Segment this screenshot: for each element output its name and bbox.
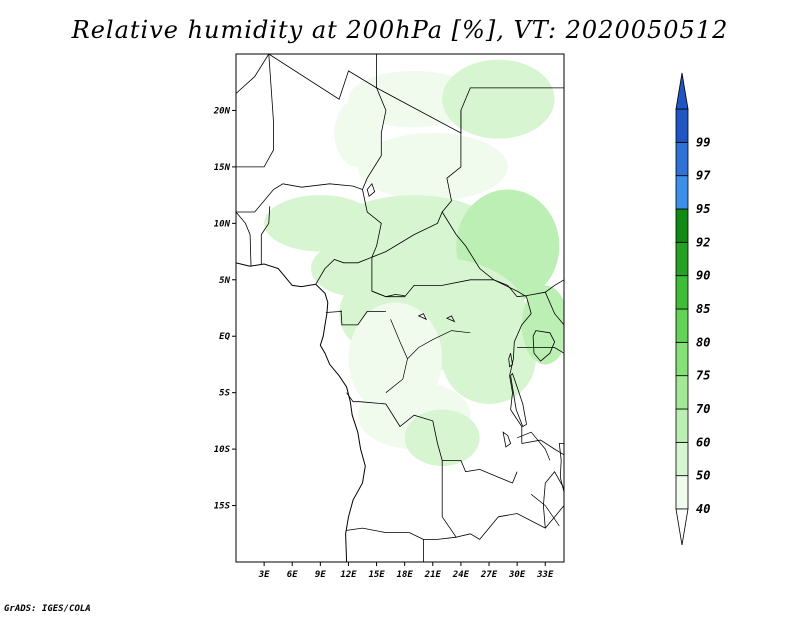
grads-credit: GrADS: IGES/COLA xyxy=(4,604,91,614)
lon-tick-label: 12E xyxy=(340,570,357,580)
colorbar-label: 95 xyxy=(696,202,710,216)
lat-tick-label: 10S xyxy=(214,445,231,455)
lat-tick-label: EQ xyxy=(219,332,230,342)
river xyxy=(407,330,471,360)
humidity-region xyxy=(521,285,564,365)
colorbar-lower-extension xyxy=(675,508,689,546)
lon-tick-label: 21E xyxy=(424,570,442,580)
lon-tick-label: 33E xyxy=(536,570,554,580)
country-border xyxy=(268,54,378,100)
country-border xyxy=(346,527,424,562)
country-border xyxy=(346,392,518,484)
lake-outline xyxy=(508,353,513,368)
lat-tick-label: 20N xyxy=(213,106,231,116)
country-border xyxy=(542,470,564,529)
river xyxy=(516,431,551,461)
colorbar-upper-extension xyxy=(675,72,689,110)
lon-tick-label: 3E xyxy=(258,570,270,580)
country-border xyxy=(544,292,564,326)
lon-tick-label: 9E xyxy=(315,570,326,580)
country-border xyxy=(340,310,386,326)
lat-tick-label: 10N xyxy=(214,219,231,229)
humidity-region xyxy=(442,59,555,139)
coastline xyxy=(236,262,366,562)
colorbar-bin xyxy=(675,408,689,443)
colorbar-bin xyxy=(675,341,689,377)
humidity-region xyxy=(404,409,480,467)
lon-tick-label: 30E xyxy=(508,570,526,580)
colorbar-bin xyxy=(675,275,689,310)
colorbar-label: 92 xyxy=(696,235,710,249)
colorbar-bin xyxy=(675,108,689,143)
country-border xyxy=(371,110,494,298)
colorbar-bin xyxy=(675,175,689,210)
lon-tick-label: 24E xyxy=(452,570,470,580)
lat-tick-label: 15N xyxy=(214,163,231,173)
colorbar-label: 90 xyxy=(696,269,710,283)
lake-outline xyxy=(366,183,376,197)
colorbar-bin xyxy=(675,208,689,243)
lake-outline xyxy=(445,315,456,323)
geography-layer xyxy=(236,54,564,562)
country-border xyxy=(236,211,252,267)
country-border xyxy=(371,290,405,298)
lat-tick-label: 5S xyxy=(219,389,230,399)
colorbar-label: 85 xyxy=(696,302,710,316)
colorbar-label: 99 xyxy=(696,135,710,149)
colorbar-label: 97 xyxy=(696,169,711,183)
country-border xyxy=(521,439,564,456)
country-border xyxy=(423,536,457,540)
colorbar-label: 75 xyxy=(696,369,710,383)
colorbar-label: 60 xyxy=(696,435,710,449)
country-border xyxy=(493,279,564,298)
country-border xyxy=(315,189,382,285)
colorbar-label: 50 xyxy=(696,469,710,483)
country-border xyxy=(517,347,564,354)
country-border xyxy=(325,311,342,313)
map-frame xyxy=(235,53,565,563)
colorbar-bin xyxy=(675,441,689,477)
country-border xyxy=(260,206,271,264)
colorbar-bin xyxy=(675,475,689,510)
colorbar-bin xyxy=(675,241,689,277)
country-border xyxy=(441,460,564,540)
colorbar-label: 80 xyxy=(696,335,710,349)
colorbar-bin xyxy=(675,308,689,343)
map-title: Relative humidity at 200hPa [%], VT: 202… xyxy=(71,16,729,44)
lake-outline xyxy=(510,372,527,428)
lake-outline xyxy=(417,313,428,321)
country-border xyxy=(509,313,532,444)
lat-tick-label: 5N xyxy=(219,276,230,286)
colorbar-label: 40 xyxy=(696,502,710,516)
colorbar-label: 70 xyxy=(696,402,710,416)
colorbar-bin xyxy=(675,141,689,177)
humidity-region xyxy=(357,133,508,201)
colorbar: 40 50 60 70 75 80 85 90 92 95 97 99 xyxy=(675,72,711,546)
country-border xyxy=(236,54,274,168)
lon-tick-label: 6E xyxy=(287,570,298,580)
country-border xyxy=(362,87,387,190)
country-border xyxy=(236,54,270,94)
lake-outline xyxy=(532,330,556,362)
lon-tick-label: 27E xyxy=(480,570,498,580)
country-border xyxy=(236,183,363,213)
lon-tick-label: 18E xyxy=(397,570,414,580)
humidity-region xyxy=(442,313,536,404)
river xyxy=(530,494,560,527)
lat-tick-label: 15S xyxy=(214,502,231,512)
lake-outline xyxy=(558,443,564,493)
colorbar-bin xyxy=(675,375,689,410)
lake-outline xyxy=(502,431,512,448)
map-axes: 20N 15N 10N 5N EQ 5S 10S 15S 3E 6E 9E 12E 15E 18E 21E 2… xyxy=(213,106,554,580)
lon-tick-label: 15E xyxy=(368,570,385,580)
